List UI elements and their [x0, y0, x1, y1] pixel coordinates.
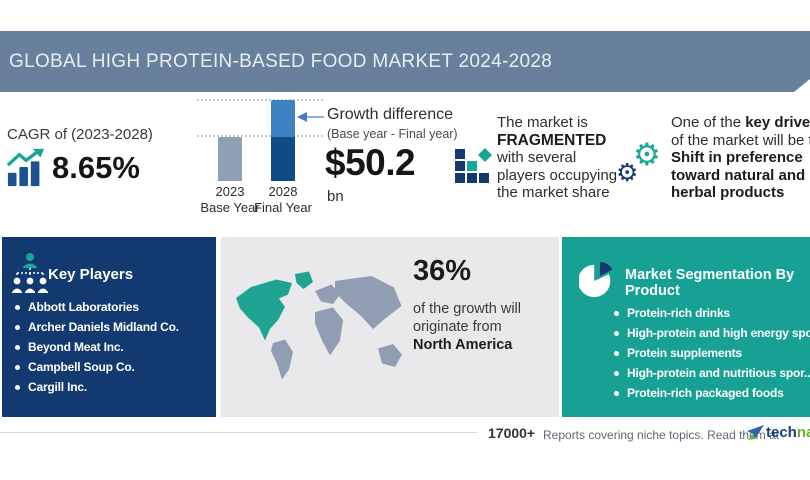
- segmentation-item: High-protein and nutritious spor...: [613, 367, 810, 380]
- segmentation-item: High-protein and high energy spo: [613, 327, 810, 340]
- bar-2023-caption: Base Year: [200, 200, 260, 215]
- bar-2028-caption: Final Year: [254, 200, 312, 215]
- segmentation-item: Protein-rich packaged foods: [613, 387, 810, 400]
- drivers-line-2: of the market will be the: [671, 131, 810, 149]
- org-chart-icon: [12, 253, 48, 293]
- pie-chart-icon: [579, 261, 613, 298]
- growth-difference-title: Growth difference: [327, 106, 453, 123]
- fragmented-line-5: the market share: [497, 184, 610, 202]
- gears-icon: ⚙ ⚙: [616, 140, 668, 196]
- segmentation-title-line-1: Market Segmentation By: [625, 267, 795, 283]
- bar-2028-label: 2028 Final Year: [249, 184, 317, 216]
- cagr-value: 8.65%: [52, 150, 140, 185]
- key-player-item: Cargill Inc.: [15, 381, 179, 394]
- bar-2023: [218, 137, 242, 181]
- world-map: [236, 271, 402, 380]
- region-line-1: of the growth will: [413, 301, 521, 317]
- fragmented-squares-icon: [455, 148, 492, 183]
- bar-2028: [271, 100, 295, 181]
- fragmented-line-4: players occupying: [497, 166, 618, 184]
- region-name: North America: [413, 337, 513, 353]
- growth-difference-subtitle: (Base year - Final year): [327, 127, 458, 141]
- fragmented-line-3: with several: [497, 149, 577, 167]
- drivers-line-3: Shift in preference: [671, 149, 803, 167]
- report-count: 17000+: [488, 425, 536, 441]
- segmentation-title: Market Segmentation By Product: [625, 267, 794, 299]
- dotted-level-final: [197, 99, 323, 101]
- key-player-item: Archer Daniels Midland Co.: [15, 320, 179, 334]
- key-player-item: Beyond Meat Inc.: [15, 341, 179, 354]
- growth-difference-unit: bn: [327, 188, 344, 205]
- segmentation-list: Protein-rich drinks High-protein and hig…: [613, 307, 810, 407]
- page-title: GLOBAL HIGH PROTEIN-BASED FOOD MARKET 20…: [9, 50, 553, 72]
- segmentation-item: Protein-rich drinks: [613, 307, 810, 320]
- drivers-line-4: toward natural and: [671, 166, 806, 184]
- bar-2023-year: 2023: [215, 184, 245, 199]
- key-players-title: Key Players: [48, 266, 134, 283]
- drivers-line-5: herbal products: [671, 184, 785, 202]
- key-players-panel: Key Players Abbott Laboratories Archer D…: [2, 237, 216, 417]
- dotted-level-base: [197, 135, 323, 137]
- drivers-line1-normal: One of the: [671, 114, 746, 131]
- key-players-list: Abbott Laboratories Archer Daniels Midla…: [15, 301, 179, 401]
- bar-2028-year: 2028: [268, 184, 298, 199]
- logo-text-navio: navio: [796, 424, 810, 441]
- drivers-line-1: One of the key drivers: [671, 114, 810, 132]
- region-line-2: originate from: [413, 319, 502, 335]
- footer-divider: [0, 432, 477, 433]
- bar-2028-base-segment: [271, 137, 295, 181]
- region-percent: 36%: [413, 255, 472, 287]
- region-panel: 36% of the growth will originate from No…: [221, 237, 559, 417]
- segmentation-item: Protein supplements: [613, 347, 810, 360]
- footer-note: Reports covering niche topics. Read them…: [543, 428, 780, 442]
- growth-difference-value: $50.2: [325, 142, 416, 183]
- key-drivers-text: One of the key drivers of the market wil…: [671, 114, 810, 202]
- key-player-item: Campbell Soup Co.: [15, 361, 179, 374]
- fragmented-keyword: FRAGMENTED: [497, 131, 607, 149]
- title-banner: GLOBAL HIGH PROTEIN-BASED FOOD MARKET 20…: [0, 31, 810, 92]
- gear-teal-icon: ⚙: [633, 137, 661, 173]
- drivers-line1-bold: key drivers: [745, 114, 810, 131]
- key-player-item: Abbott Laboratories: [15, 301, 179, 314]
- segmentation-title-line-2: Product: [625, 283, 680, 299]
- left-arrow-icon: [297, 112, 324, 122]
- segmentation-panel: Market Segmentation By Product Protein-r…: [562, 237, 810, 417]
- bar-growth-icon: [6, 148, 45, 187]
- technavio-arrow-icon: [747, 424, 764, 440]
- technavio-logo[interactable]: technavio: [747, 424, 810, 441]
- bar-2028-growth-segment: [271, 100, 295, 137]
- logo-text-tech: tech: [766, 424, 797, 441]
- bar-2023-label: 2023 Base Year: [196, 184, 264, 216]
- fragmented-text: The market is FRAGMENTED with several pl…: [497, 114, 617, 202]
- region-text: of the growth will originate from North …: [413, 300, 521, 354]
- cagr-label: CAGR of (2023-2028): [7, 126, 153, 143]
- gear-navy-icon: ⚙: [616, 158, 639, 187]
- fragmented-line-1: The market is: [497, 114, 588, 131]
